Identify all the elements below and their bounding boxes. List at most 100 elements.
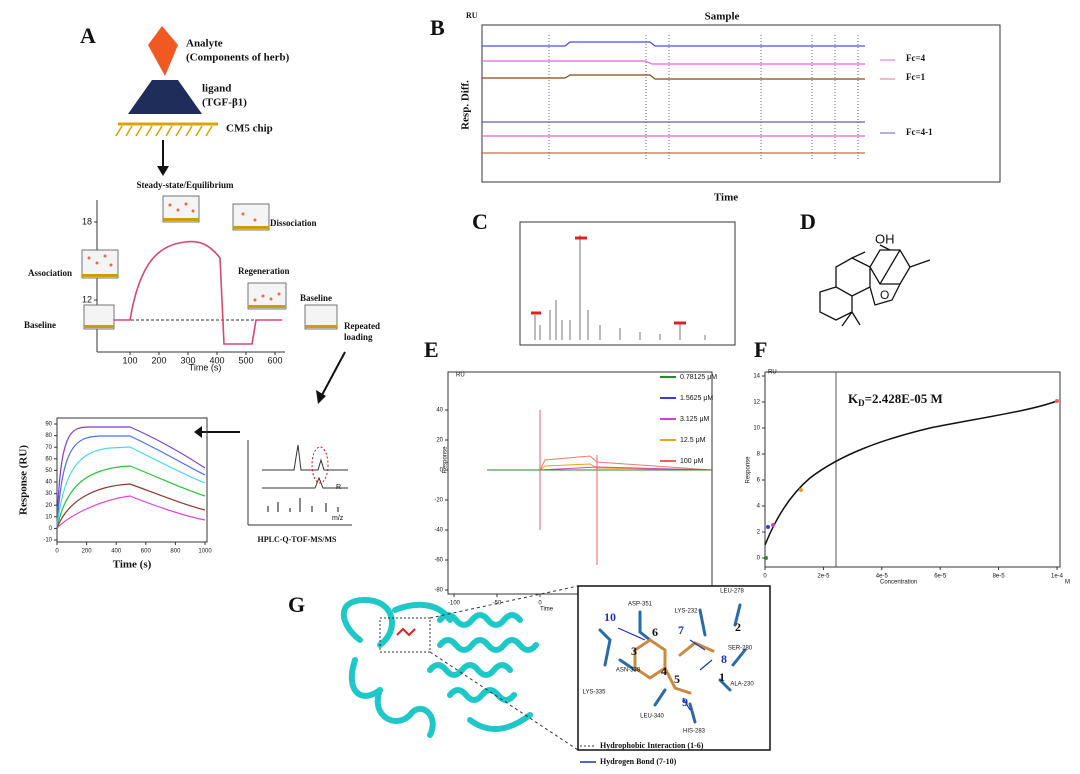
- sensorgram: [101, 240, 282, 345]
- y-tick-label: -20: [434, 498, 443, 504]
- residue-label: ALA-230: [730, 682, 754, 688]
- panel-label: F: [754, 337, 767, 362]
- axis-title: Resp. Diff.: [460, 80, 472, 130]
- x-tick-label: 800: [170, 549, 181, 555]
- arrowhead: [194, 426, 202, 438]
- legend-label: 1.5625 μM: [680, 395, 713, 402]
- plot-frame: [519, 221, 736, 346]
- y-tick-label: 4: [757, 504, 761, 510]
- axis-unit: M: [1065, 580, 1070, 586]
- legend-label: Fc=1: [906, 72, 926, 82]
- ms-peaks: [267, 498, 339, 512]
- x-tick-label: -100: [448, 601, 461, 607]
- y-tick-label: 20: [45, 503, 52, 509]
- interaction-number: 4: [661, 664, 667, 678]
- ligand-text: (TGF-β1): [202, 97, 247, 109]
- analyte-shape: [148, 26, 178, 76]
- x-tick-label: 1000: [198, 549, 212, 555]
- step-label: Steady-state/Equilibrium: [136, 180, 234, 190]
- y-tick-label: 6: [757, 478, 761, 484]
- y-tick-label: -80: [434, 588, 443, 594]
- panel-label: E: [424, 337, 439, 362]
- x-tick-label: 200: [82, 549, 93, 555]
- y-tick-label: 90: [45, 422, 52, 428]
- residue-label: LYS-232: [675, 609, 699, 615]
- x-tick-label: 4e-5: [876, 574, 889, 580]
- x-tick-label: 600: [267, 355, 282, 365]
- unit: RU: [768, 370, 777, 376]
- axis-title: Time: [714, 192, 738, 204]
- x-tick-label: 400: [209, 355, 224, 365]
- legend-label: Hydrophobic Interaction (1-6): [600, 741, 704, 750]
- x-tick-label: 2e-5: [817, 574, 830, 580]
- step-label: Dissociation: [270, 218, 317, 228]
- panel-label: B: [430, 15, 445, 40]
- y-tick-label: 30: [45, 491, 52, 497]
- structure: [819, 244, 931, 327]
- y-tick-label: -40: [434, 528, 443, 534]
- y-tick-label: 40: [45, 480, 52, 486]
- analyte-text: Analyte: [186, 38, 223, 50]
- plot-frame: [764, 371, 1061, 568]
- ligand: [396, 627, 416, 637]
- chromatogram: [262, 444, 348, 471]
- kd-sub: D: [858, 398, 865, 408]
- legend-label: 100 μM: [680, 458, 704, 465]
- axis-title: Response: [443, 446, 449, 474]
- kd: K: [848, 391, 859, 406]
- stage-box: [247, 282, 287, 310]
- residue-label: LEU-278: [720, 589, 744, 595]
- residue-label: SER-280: [728, 646, 753, 652]
- chromatogram: [262, 476, 348, 489]
- axis-title: Response: [746, 456, 752, 484]
- kd-value: =2.428E-05 M: [865, 391, 943, 406]
- step-label: Regeneration: [238, 266, 290, 276]
- zoom-line: [429, 585, 579, 751]
- chip-text: CM5 chip: [226, 123, 273, 135]
- y-tick-label: 50: [45, 468, 52, 474]
- residue-label: LYS-335: [583, 690, 607, 696]
- panel-b: B RU Sample Resp. Diff. Time Fc=4 Fc=1 F…: [430, 11, 1001, 204]
- h-bond: [617, 627, 713, 711]
- y-tick-label: -10: [43, 538, 52, 544]
- step-label: loading: [344, 332, 373, 342]
- legend-label: Hydrogen Bond (7-10): [600, 757, 677, 766]
- y-tick-label: 8: [757, 452, 761, 458]
- y-tick-label: 12: [82, 294, 92, 304]
- y-tick-label: 80: [45, 433, 52, 439]
- stage-box: [162, 195, 200, 223]
- interaction-number: 5: [674, 672, 680, 686]
- x-tick-label: 200: [151, 355, 166, 365]
- step-label: Baseline: [300, 293, 332, 303]
- interaction-number: 9: [682, 695, 688, 709]
- panel-f: F RU Response Concentration M KD=2.428E-…: [746, 337, 1070, 586]
- unit: RU: [456, 373, 465, 379]
- interaction-number: 3: [631, 644, 637, 658]
- arrowhead: [316, 390, 326, 404]
- panel-label: D: [800, 209, 816, 234]
- legend-label: Fc=4: [906, 53, 926, 63]
- y-tick-label: 60: [45, 456, 52, 462]
- arrowhead: [157, 166, 169, 176]
- analyte-text: (Components of herb): [186, 52, 290, 64]
- residue-label: HIS-283: [683, 729, 706, 735]
- protein: [340, 596, 539, 738]
- spectrum: [534, 235, 706, 340]
- y-tick-label: 20: [436, 438, 443, 444]
- panel-e: E RU Response Time s 0.78125 μM1.5625 μM…: [424, 337, 718, 613]
- stage-box: [232, 203, 270, 231]
- ligand-shape: [128, 80, 202, 114]
- interaction-number: 10: [604, 610, 616, 624]
- x-tick-label: 0: [55, 549, 59, 555]
- injection-marker: [548, 35, 859, 160]
- y-tick-label: 0: [49, 526, 53, 532]
- panel-label: C: [472, 209, 488, 234]
- x-tick-label: 0: [538, 601, 542, 607]
- x-tick-label: 400: [111, 549, 122, 555]
- residue-label: ASN-338: [616, 668, 641, 674]
- y-tick-label: 0: [757, 556, 761, 562]
- atom-label: O: [880, 288, 889, 302]
- ligand-text: ligand: [202, 83, 231, 95]
- kd-label: KD=2.428E-05 M: [848, 391, 943, 408]
